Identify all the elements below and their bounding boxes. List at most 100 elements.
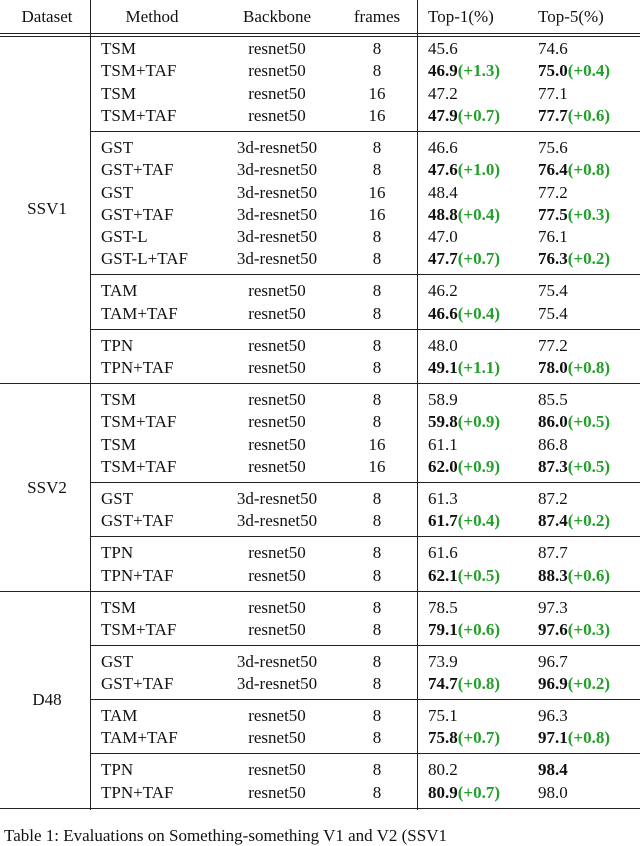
method-cell: GST+TAF	[101, 674, 174, 694]
score: 61.3	[428, 488, 458, 508]
score-gain: (+0.7)	[457, 105, 501, 125]
score: 87.3	[538, 456, 568, 476]
score: 76.4	[538, 160, 568, 180]
score-gain: (+0.7)	[457, 728, 501, 748]
dataset-cell: SSV2	[27, 477, 67, 497]
score-gain: (+0.8)	[457, 674, 501, 694]
dataset-rule	[0, 807, 640, 809]
column-divider	[90, 0, 91, 810]
method-cell: TSM	[101, 390, 136, 409]
score-gain: (+0.3)	[567, 619, 611, 639]
score: 62.0	[428, 456, 458, 476]
frames-cell: 8	[372, 249, 382, 269]
backbone-cell: 3d-resnet50	[236, 249, 318, 269]
backbone-cell: resnet50	[248, 782, 306, 802]
score: 61.6	[428, 543, 458, 563]
score: 77.1	[538, 83, 568, 103]
frames-cell: 8	[372, 511, 382, 531]
score: 97.3	[538, 597, 568, 617]
score: 45.6	[428, 39, 458, 58]
method-cell: TPN+TAF	[101, 782, 174, 802]
score-gain: (+1.3)	[457, 61, 501, 81]
frames-cell: 16	[368, 456, 386, 476]
group-rule	[90, 536, 640, 538]
method-cell: TSM+TAF	[101, 619, 177, 639]
frames-cell: 8	[372, 619, 382, 639]
group-rule	[90, 481, 640, 483]
header-cell: Top-5(%)	[538, 7, 604, 26]
score-cell: 79.1(+0.6)	[428, 620, 500, 640]
score-cell: 48.8(+0.4)	[428, 205, 500, 225]
score-cell: 58.9	[428, 390, 458, 410]
score: 77.5	[538, 204, 568, 224]
group-rule	[90, 699, 640, 701]
backbone-cell: resnet50	[248, 105, 306, 125]
score-gain: (+1.0)	[457, 160, 501, 180]
backbone-cell: resnet50	[248, 597, 306, 617]
frames-cell: 8	[372, 760, 382, 780]
frames-cell: 8	[372, 597, 382, 617]
frames-cell: 16	[368, 434, 386, 454]
score: 48.0	[428, 335, 458, 355]
backbone-cell: resnet50	[248, 390, 306, 409]
group-rule	[90, 130, 640, 132]
score-cell: 76.4(+0.8)	[538, 160, 610, 180]
backbone-cell: resnet50	[248, 335, 306, 355]
backbone-cell: resnet50	[248, 303, 306, 323]
score-gain: (+0.2)	[567, 249, 611, 269]
header-cell: Dataset	[21, 7, 73, 26]
method-cell: TAM	[101, 706, 138, 726]
score: 76.1	[538, 227, 568, 247]
score: 48.4	[428, 182, 458, 202]
backbone-cell: resnet50	[248, 706, 306, 726]
score-cell: 77.5(+0.3)	[538, 205, 610, 225]
backbone-cell: 3d-resnet50	[236, 137, 318, 157]
method-cell: TSM	[101, 434, 136, 454]
score-gain: (+0.7)	[457, 249, 501, 269]
score: 77.7	[538, 105, 568, 125]
score-cell: 61.3	[428, 489, 458, 509]
score-cell: 88.3(+0.6)	[538, 566, 610, 586]
score-cell: 61.1	[428, 435, 458, 455]
method-cell: GST+TAF	[101, 204, 174, 224]
score-cell: 47.2	[428, 84, 458, 104]
score-cell: 98.4	[538, 760, 568, 780]
backbone-cell: resnet50	[248, 456, 306, 476]
score: 75.4	[538, 281, 568, 301]
method-cell: TSM+TAF	[101, 412, 177, 432]
method-cell: TPN+TAF	[101, 565, 174, 585]
score-cell: 46.9(+1.3)	[428, 61, 500, 81]
score: 86.8	[538, 434, 568, 454]
frames-cell: 8	[372, 488, 382, 508]
frames-cell: 8	[372, 706, 382, 726]
backbone-cell: 3d-resnet50	[236, 651, 318, 671]
score: 75.4	[538, 303, 568, 323]
score-cell: 80.9(+0.7)	[428, 783, 500, 803]
score: 58.9	[428, 390, 458, 409]
score: 48.8	[428, 204, 458, 224]
frames-cell: 8	[372, 39, 382, 58]
score-gain: (+0.4)	[567, 61, 611, 81]
score: 47.2	[428, 83, 458, 103]
score-cell: 86.0(+0.5)	[538, 412, 610, 432]
score: 46.6	[428, 303, 458, 323]
score-cell: 46.6	[428, 138, 458, 158]
score-cell: 87.4(+0.2)	[538, 511, 610, 531]
score: 75.6	[538, 137, 568, 157]
score: 98.0	[538, 782, 568, 802]
dataset-rule	[0, 383, 640, 384]
header-cell: Top-1(%)	[428, 7, 494, 26]
backbone-cell: resnet50	[248, 543, 306, 563]
score-gain: (+0.4)	[457, 204, 501, 224]
frames-cell: 8	[372, 674, 382, 694]
score: 98.4	[538, 760, 568, 780]
backbone-cell: resnet50	[248, 281, 306, 301]
score-cell: 61.6	[428, 543, 458, 563]
method-cell: GST	[101, 651, 134, 671]
score: 47.0	[428, 227, 458, 247]
score-gain: (+0.9)	[457, 412, 501, 432]
frames-cell: 16	[368, 83, 386, 103]
score-cell: 48.0	[428, 336, 458, 356]
backbone-cell: resnet50	[248, 760, 306, 780]
frames-cell: 8	[372, 281, 382, 301]
